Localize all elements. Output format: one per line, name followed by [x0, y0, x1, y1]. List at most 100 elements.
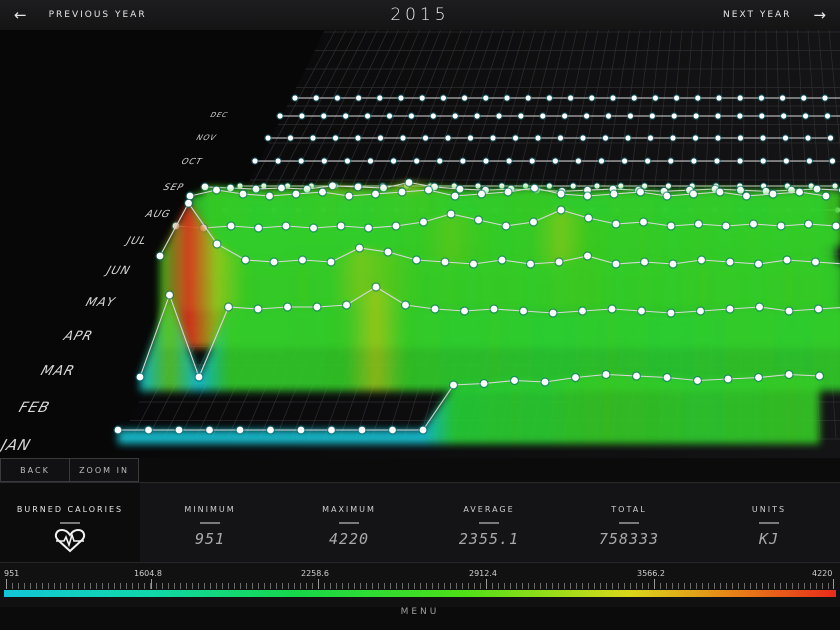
month-row: [264, 134, 835, 142]
data-point: [511, 377, 518, 384]
data-point: [372, 190, 379, 198]
back-button[interactable]: BACK: [0, 458, 70, 482]
scale-tick-label: 951: [4, 569, 20, 578]
data-point: [452, 113, 458, 119]
data-point: [398, 188, 406, 196]
data-point: [520, 307, 527, 315]
data-point: [400, 135, 406, 141]
data-point: [175, 426, 183, 434]
data-point: [716, 95, 722, 101]
data-point: [419, 426, 427, 434]
month-label: JUN: [103, 263, 132, 277]
data-point: [145, 426, 152, 434]
data-point: [292, 95, 298, 101]
metric-selector[interactable]: BURNED CALORIES: [0, 483, 140, 563]
data-point: [783, 158, 789, 164]
data-point: [242, 256, 249, 264]
data-point: [584, 192, 591, 200]
data-point: [425, 186, 432, 194]
scale-minor-ticks: [6, 583, 834, 589]
data-point: [365, 113, 371, 119]
data-point: [572, 374, 579, 381]
data-point: [319, 188, 326, 196]
data-point: [605, 113, 612, 119]
data-point: [759, 113, 765, 119]
zoom-in-button[interactable]: ZOOM IN: [69, 458, 139, 482]
menu-button[interactable]: MENU: [0, 607, 840, 630]
data-point: [355, 135, 361, 141]
data-point: [562, 113, 568, 119]
month-label: JAN: [0, 436, 33, 454]
data-point: [461, 307, 468, 315]
scale-tick-label: 1604.8: [134, 569, 162, 578]
data-point: [475, 216, 482, 224]
month-row: [113, 369, 825, 444]
previous-year-button[interactable]: ← PREVIOUS YEAR: [14, 0, 147, 30]
data-point: [506, 158, 512, 164]
data-point: [755, 260, 762, 268]
data-point: [114, 426, 122, 434]
data-point: [195, 373, 203, 381]
data-point: [575, 158, 582, 164]
month-label: MAR: [39, 363, 77, 379]
stat-maximum: MAXIMUM 4220: [299, 483, 399, 563]
data-point: [365, 224, 372, 232]
data-point: [743, 192, 750, 200]
data-point: [640, 218, 647, 226]
color-scale: 951 1604.8 2258.6 2912.4 3566.2 4220: [0, 562, 840, 608]
data-point: [612, 260, 620, 268]
data-point: [267, 426, 274, 434]
data-point: [483, 95, 489, 101]
arrow-right-icon: →: [813, 6, 826, 24]
data-point: [334, 95, 340, 101]
data-point: [504, 188, 512, 196]
calories-3d-chart[interactable]: JAN FEB MAR APR MAY JUN JUL AUG SEP OCT NOV DEC: [0, 30, 840, 458]
data-point: [568, 95, 574, 101]
month-label: NOV: [195, 133, 217, 142]
data-point: [386, 113, 393, 119]
chart-svg[interactable]: JAN FEB MAR APR MAY JUN JUL AUG SEP OCT NOV DEC: [0, 30, 840, 458]
data-point: [584, 113, 590, 119]
data-point: [282, 222, 290, 230]
divider: [339, 522, 359, 524]
data-point: [431, 305, 439, 313]
data-point: [579, 307, 586, 315]
stat-value: 758333: [598, 530, 660, 548]
color-gradient-bar: [4, 590, 836, 597]
data-point: [693, 113, 699, 119]
data-point: [642, 183, 648, 189]
data-point: [467, 135, 474, 141]
next-year-button[interactable]: NEXT YEAR →: [723, 0, 826, 30]
year-title: 2015: [390, 5, 450, 25]
data-point: [584, 252, 591, 260]
data-point: [589, 95, 595, 101]
stat-units: UNITS KJ: [719, 483, 819, 563]
data-point: [278, 184, 285, 192]
scale-major-tick: [318, 579, 319, 589]
chart-controls: BACK ZOOM IN: [0, 458, 139, 482]
data-point: [327, 258, 335, 266]
data-point: [483, 158, 489, 164]
next-year-label: NEXT YEAR: [723, 10, 792, 20]
data-point: [737, 158, 743, 164]
data-point: [803, 113, 809, 119]
data-point: [252, 185, 260, 193]
data-point: [310, 135, 316, 141]
scale-major-tick: [151, 579, 152, 589]
data-point: [525, 95, 531, 101]
data-point: [186, 192, 194, 200]
data-point: [321, 158, 327, 164]
data-point: [756, 303, 763, 311]
data-point: [422, 135, 429, 141]
data-point: [780, 95, 786, 101]
data-point: [631, 95, 637, 101]
data-point: [213, 186, 220, 194]
data-point: [716, 188, 724, 196]
stat-average: AVERAGE 2355.1: [439, 483, 539, 563]
data-point: [328, 426, 335, 434]
month-label: APR: [61, 329, 95, 344]
data-point: [255, 224, 262, 232]
data-point: [287, 135, 294, 141]
data-point: [456, 185, 464, 193]
data-point: [827, 135, 834, 141]
